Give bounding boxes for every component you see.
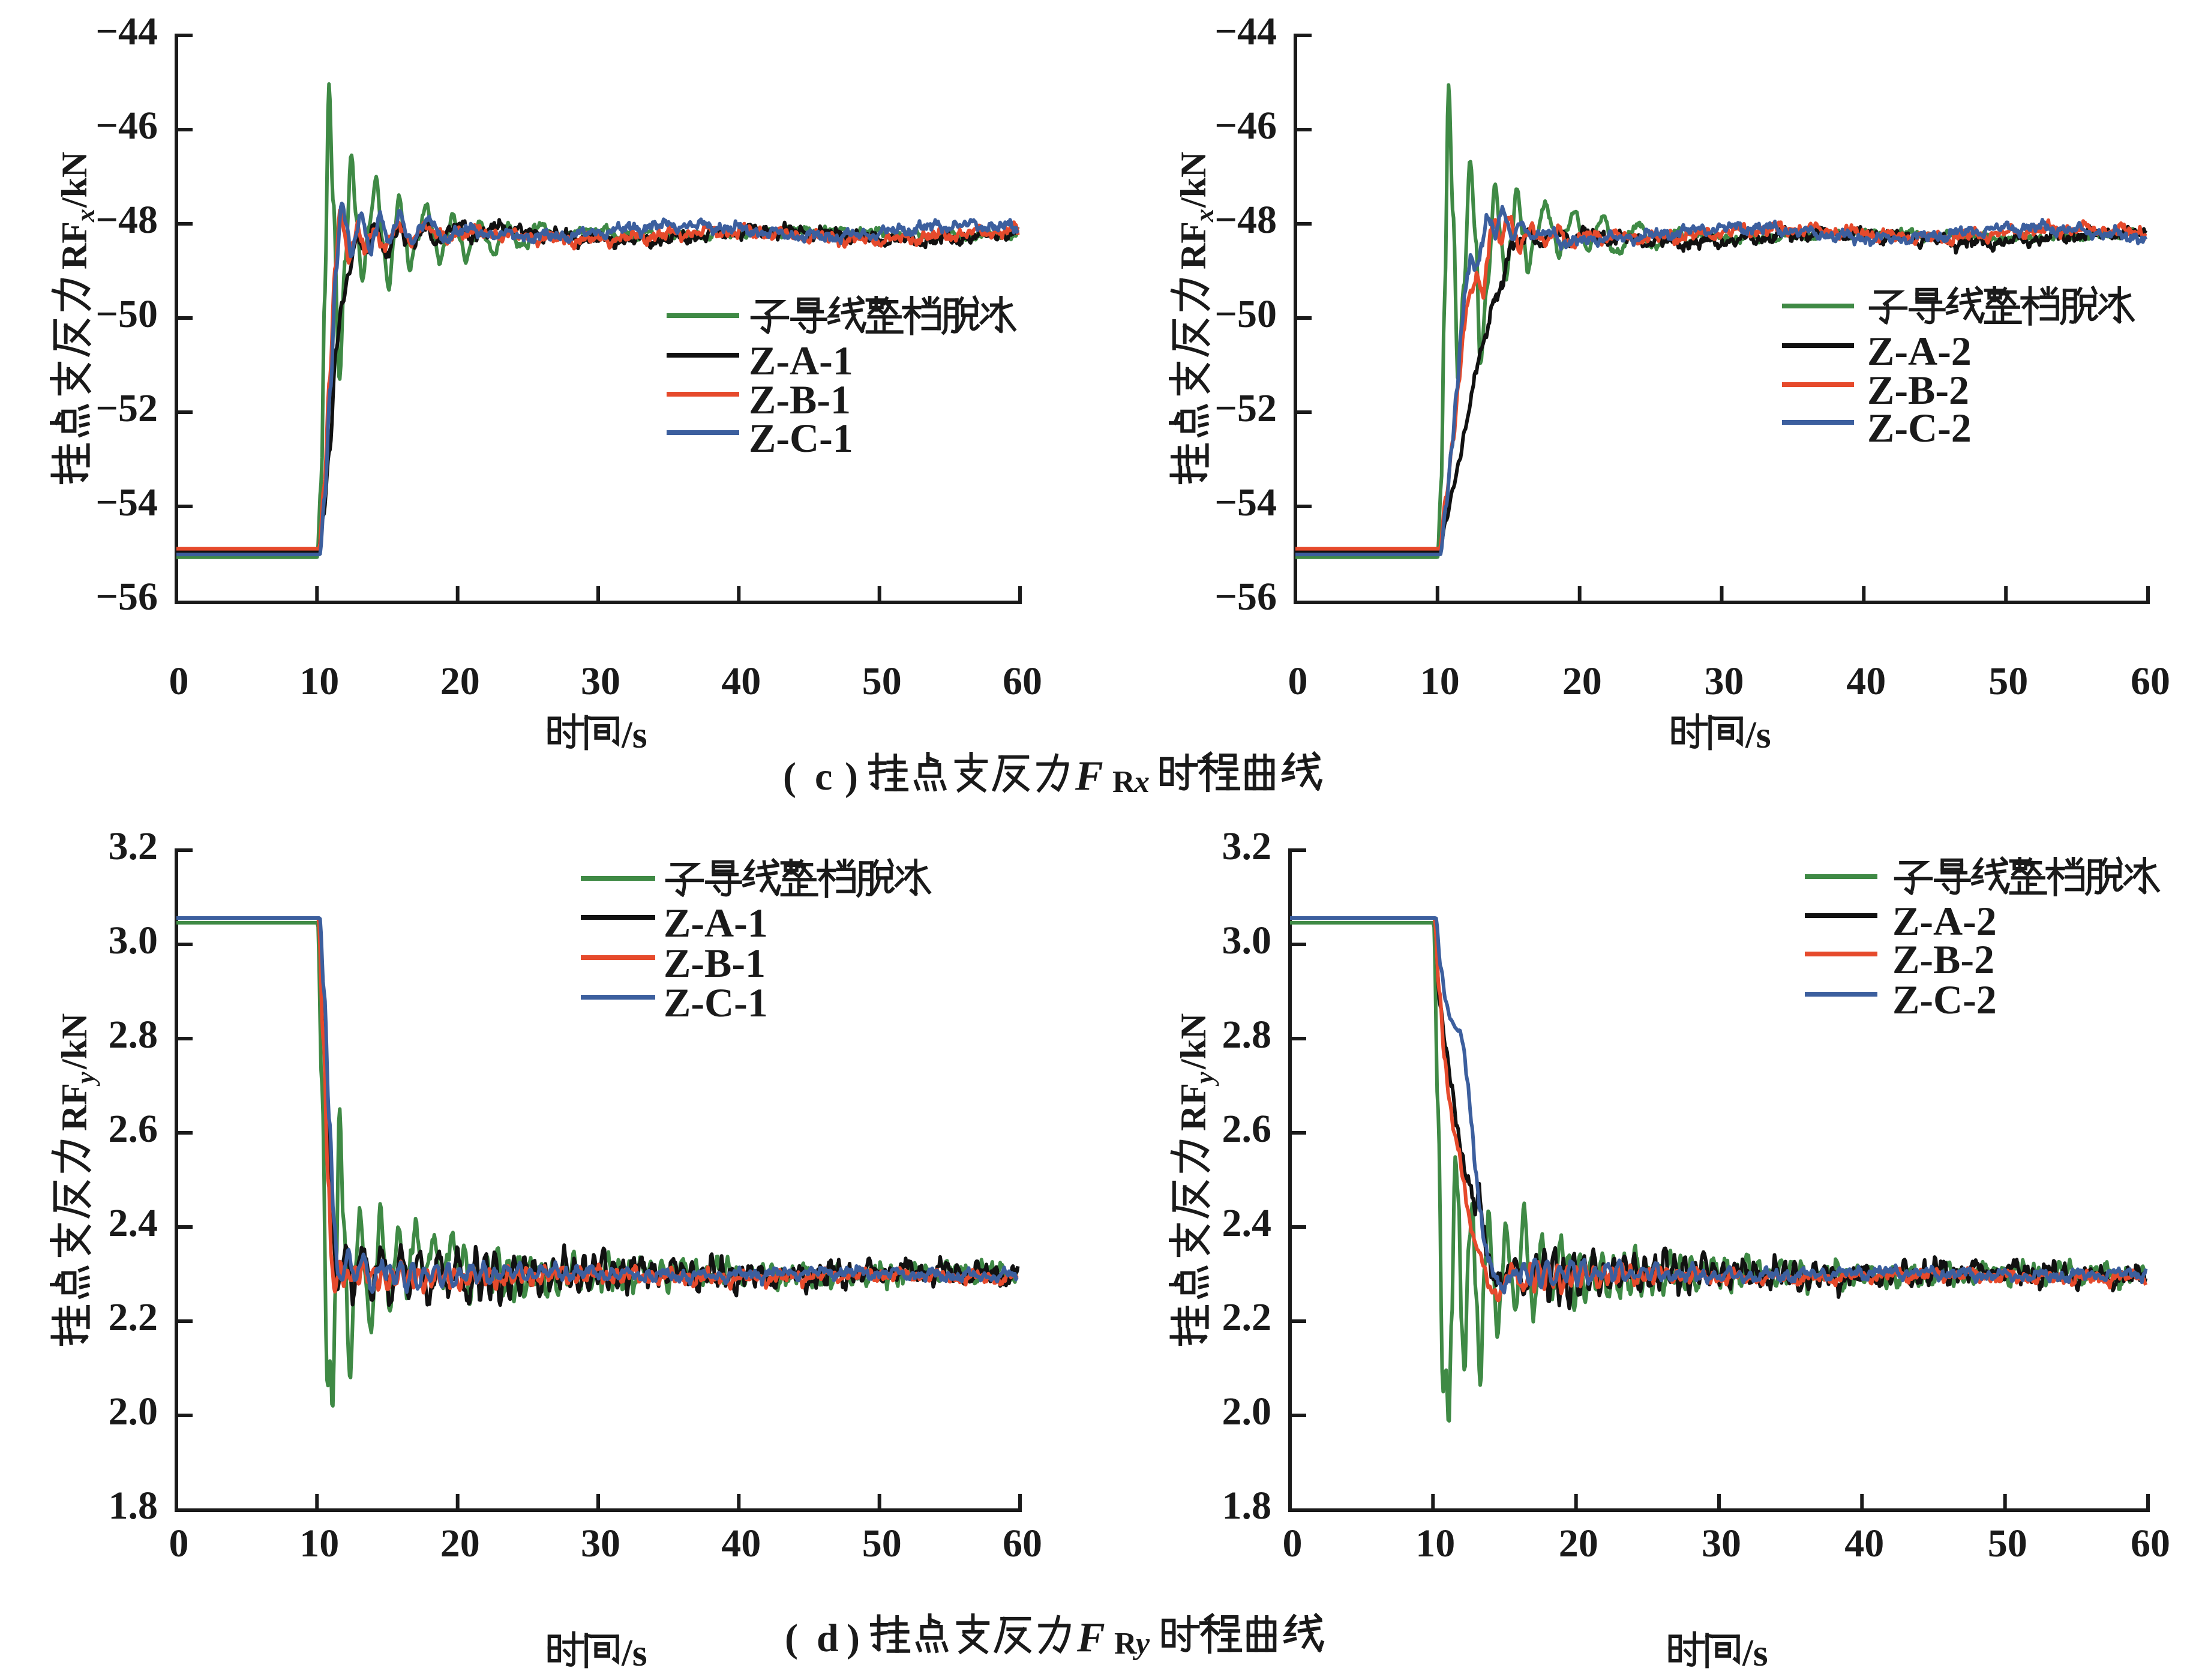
svg-text:60: 60	[1003, 659, 1042, 703]
svg-text:20: 20	[1562, 659, 1602, 703]
svg-text:Z-A-2: Z-A-2	[1892, 898, 1997, 944]
svg-text:Z-B-1: Z-B-1	[749, 377, 851, 422]
svg-text:50: 50	[1988, 1522, 2027, 1565]
svg-text:2.8: 2.8	[109, 1013, 158, 1057]
svg-text:/kN: /kN	[55, 1013, 94, 1070]
svg-text:−44: −44	[1214, 10, 1277, 53]
svg-text:0: 0	[1283, 1522, 1303, 1565]
svg-text:10: 10	[299, 659, 339, 703]
svg-text:−56: −56	[95, 575, 158, 619]
svg-text:R: R	[1114, 1627, 1138, 1661]
svg-text:2.0: 2.0	[109, 1390, 158, 1433]
svg-text:0: 0	[169, 659, 189, 703]
svg-text:10: 10	[1415, 1522, 1455, 1565]
svg-text:3.0: 3.0	[109, 919, 158, 962]
svg-text:10: 10	[1420, 659, 1460, 703]
svg-text:/s: /s	[1745, 713, 1771, 756]
svg-text:30: 30	[1705, 659, 1744, 703]
svg-text:−46: −46	[95, 104, 158, 148]
svg-text:−56: −56	[1214, 575, 1277, 619]
svg-text:2.2: 2.2	[109, 1295, 158, 1339]
svg-text:50: 50	[1988, 659, 2028, 703]
svg-text:RF: RF	[55, 221, 94, 269]
svg-text:0: 0	[169, 1522, 189, 1565]
svg-text:1.8: 1.8	[109, 1484, 158, 1528]
svg-text:RF: RF	[55, 1083, 94, 1131]
svg-text:F: F	[1076, 1615, 1105, 1661]
svg-text:/s: /s	[1742, 1631, 1768, 1674]
svg-text:−54: −54	[95, 481, 158, 524]
svg-text:0: 0	[1288, 659, 1308, 703]
svg-text:20: 20	[440, 1522, 480, 1565]
svg-text:40: 40	[721, 1522, 761, 1565]
svg-text:2.6: 2.6	[109, 1107, 158, 1151]
svg-text:60: 60	[2131, 1522, 2170, 1565]
svg-text:/kN: /kN	[55, 152, 94, 208]
svg-text:50: 50	[862, 659, 902, 703]
svg-text:(: (	[785, 1616, 798, 1660]
svg-text:2.4: 2.4	[1222, 1201, 1272, 1245]
svg-text:3.2: 3.2	[109, 824, 158, 868]
svg-text:): )	[847, 1616, 860, 1660]
svg-text:x: x	[71, 209, 100, 223]
svg-text:20: 20	[440, 659, 480, 703]
svg-text:−48: −48	[95, 198, 158, 242]
svg-text:/kN: /kN	[1174, 1013, 1213, 1070]
svg-text:40: 40	[1846, 659, 1886, 703]
svg-text:30: 30	[581, 659, 620, 703]
svg-text:Z-B-1: Z-B-1	[664, 940, 766, 986]
svg-text:/s: /s	[621, 713, 647, 756]
svg-text:F: F	[1075, 753, 1103, 799]
svg-text:RF: RF	[1174, 221, 1213, 269]
svg-text:2.2: 2.2	[1222, 1295, 1272, 1339]
svg-text:Z-C-1: Z-C-1	[664, 980, 768, 1025]
svg-text:2.4: 2.4	[109, 1201, 158, 1245]
svg-text:/s: /s	[621, 1631, 647, 1674]
svg-text:10: 10	[299, 1522, 339, 1565]
svg-text:−46: −46	[1214, 104, 1277, 148]
svg-text:): )	[845, 755, 858, 799]
svg-text:2.0: 2.0	[1222, 1390, 1272, 1433]
svg-text:Z-A-1: Z-A-1	[664, 900, 768, 946]
svg-text:c: c	[815, 755, 832, 799]
svg-text:1.8: 1.8	[1222, 1484, 1272, 1528]
svg-text:d: d	[817, 1616, 839, 1660]
svg-text:30: 30	[581, 1522, 620, 1565]
svg-text:−48: −48	[1214, 198, 1277, 242]
svg-text:Z-C-1: Z-C-1	[749, 415, 853, 461]
svg-text:60: 60	[2131, 659, 2170, 703]
svg-text:3.2: 3.2	[1222, 824, 1272, 868]
svg-text:−44: −44	[95, 10, 158, 53]
svg-text:x: x	[1133, 765, 1150, 799]
svg-text:(: (	[783, 755, 796, 799]
svg-text:3.0: 3.0	[1222, 919, 1272, 962]
svg-text:Z-B-2: Z-B-2	[1892, 937, 1994, 982]
svg-text:−50: −50	[1214, 292, 1277, 336]
svg-text:y: y	[71, 1072, 100, 1087]
svg-text:2.8: 2.8	[1222, 1013, 1272, 1057]
svg-text:RF: RF	[1174, 1083, 1213, 1131]
svg-text:50: 50	[862, 1522, 902, 1565]
svg-text:y: y	[1190, 1072, 1219, 1087]
svg-text:−52: −52	[1214, 386, 1277, 430]
svg-text:/kN: /kN	[1174, 152, 1213, 208]
svg-text:−54: −54	[1214, 481, 1277, 524]
svg-text:Z-A-2: Z-A-2	[1867, 328, 1972, 374]
svg-text:Z-C-2: Z-C-2	[1867, 405, 1972, 451]
svg-text:60: 60	[1003, 1522, 1042, 1565]
svg-text:30: 30	[1702, 1522, 1741, 1565]
svg-text:Z-B-2: Z-B-2	[1867, 367, 1969, 413]
svg-text:Z-C-2: Z-C-2	[1892, 977, 1997, 1022]
svg-text:Z-A-1: Z-A-1	[749, 338, 853, 383]
svg-text:x: x	[1190, 209, 1219, 223]
svg-text:−52: −52	[95, 386, 158, 430]
svg-text:2.6: 2.6	[1222, 1107, 1272, 1151]
svg-text:40: 40	[1844, 1522, 1884, 1565]
svg-text:R: R	[1112, 765, 1136, 799]
svg-text:−50: −50	[95, 292, 158, 336]
svg-text:20: 20	[1559, 1522, 1598, 1565]
svg-text:40: 40	[721, 659, 761, 703]
